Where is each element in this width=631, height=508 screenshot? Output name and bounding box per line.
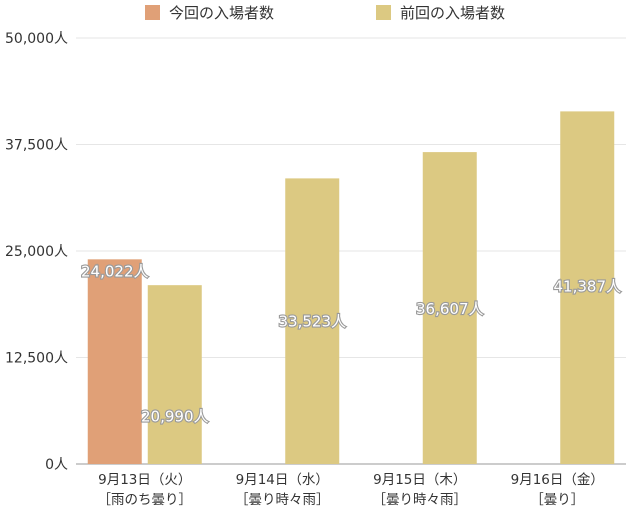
- x-tick-label-weather: ［曇り時々雨］: [373, 492, 468, 508]
- data-label: 33,523人: [279, 312, 347, 330]
- legend: 今回の入場者数 前回の入場者数: [0, 2, 631, 24]
- data-label: 20,990人: [141, 408, 209, 426]
- y-tick-label: 50,000人: [5, 31, 68, 47]
- y-tick-label: 0人: [45, 457, 68, 473]
- x-tick-label: 9月15日（木）: [373, 472, 466, 488]
- bar: [560, 111, 615, 465]
- bar: [87, 259, 142, 464]
- legend-label-previous: 前回の入場者数: [400, 4, 506, 22]
- y-tick-label: 12,500人: [5, 351, 68, 367]
- bar: [422, 152, 477, 465]
- x-tick-label: 9月13日（火）: [98, 472, 191, 488]
- x-tick-label-weather: ［曇り時々雨］: [235, 492, 330, 508]
- bar: [147, 285, 202, 464]
- x-tick-label: 9月16日（金）: [511, 472, 604, 488]
- legend-swatch-previous: [376, 5, 391, 20]
- x-tick-label-weather: ［雨のち曇り］: [98, 492, 193, 508]
- legend-label-current: 今回の入場者数: [169, 4, 275, 22]
- legend-item-current[interactable]: 今回の入場者数: [145, 2, 274, 23]
- data-label: 41,387人: [554, 277, 622, 295]
- x-tick-label-weather: ［曇り］: [530, 492, 584, 508]
- data-label: 24,022人: [81, 262, 149, 280]
- y-tick-label: 37,500人: [5, 138, 68, 154]
- x-tick-label: 9月14日（水）: [236, 472, 329, 488]
- data-label: 36,607人: [416, 300, 484, 318]
- y-tick-label: 25,000人: [5, 244, 68, 260]
- legend-swatch-current: [145, 5, 160, 20]
- bar: [285, 178, 340, 464]
- legend-item-previous[interactable]: 前回の入場者数: [376, 2, 505, 23]
